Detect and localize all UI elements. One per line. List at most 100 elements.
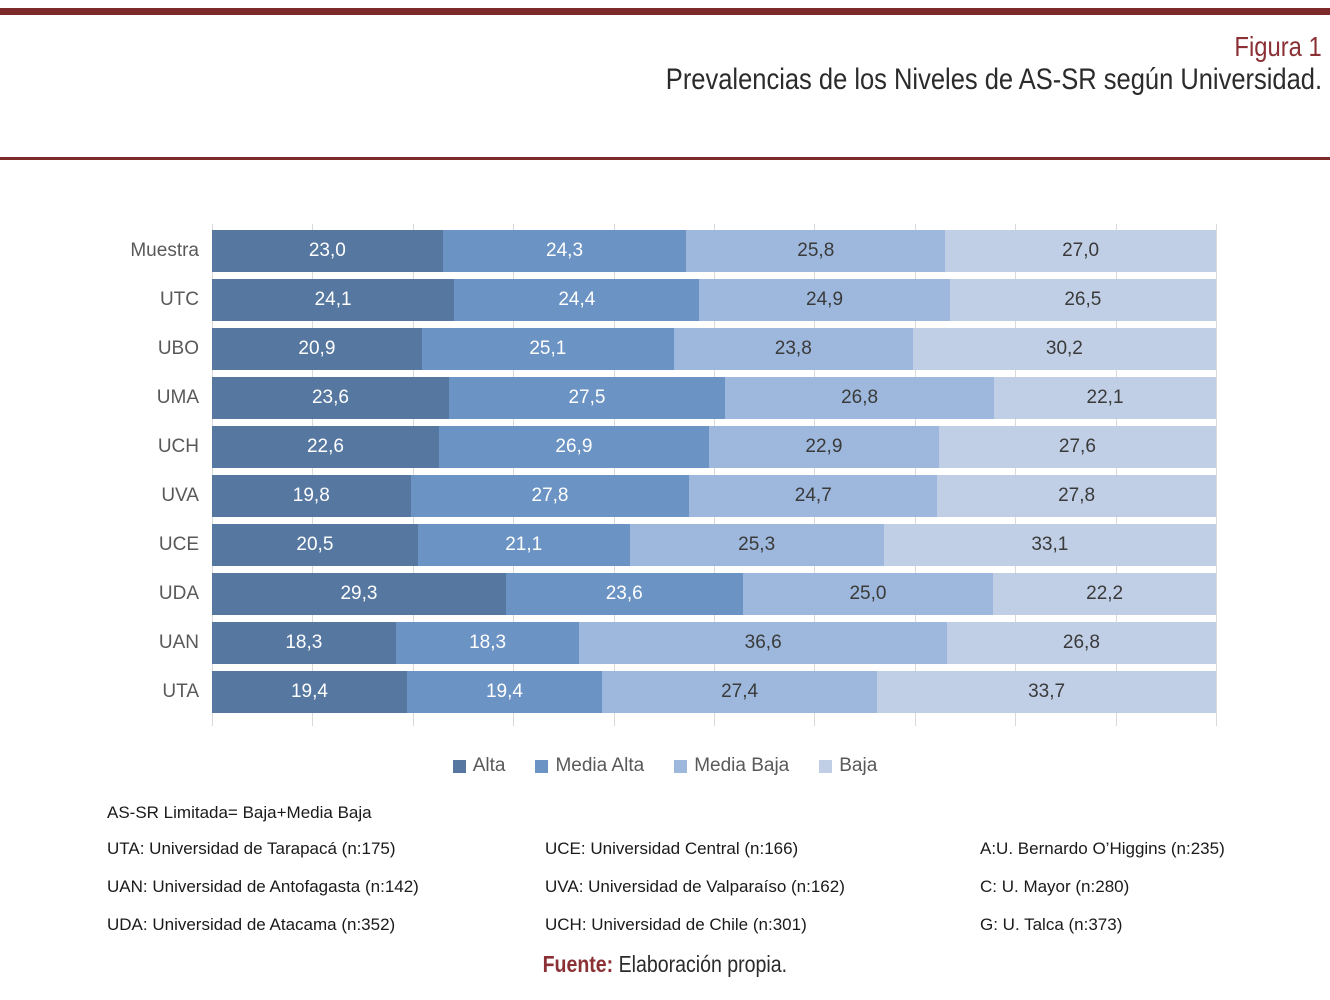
legend-label-media-alta: Media Alta bbox=[555, 755, 645, 776]
bar-track: 23,6 27,5 26,8 22,1 bbox=[212, 377, 1216, 419]
chart-row: Muestra 23,0 24,3 25,8 27,0 bbox=[95, 230, 1216, 272]
legend-item-media-baja: Media Baja bbox=[674, 755, 789, 777]
bar-segment-alta: 23,0 bbox=[212, 230, 443, 272]
legend-swatch-media-alta bbox=[535, 759, 549, 773]
category-label: UDA bbox=[158, 583, 199, 604]
bar-segment-media-baja: 24,7 bbox=[689, 475, 938, 517]
bar-segment-baja: 22,2 bbox=[993, 573, 1216, 615]
bar-segment-alta: 23,6 bbox=[212, 377, 449, 419]
bar-track: 19,4 19,4 27,4 33,7 bbox=[212, 671, 1216, 713]
category-label: UVA bbox=[161, 485, 199, 506]
footnote-ubo: A:U. Bernardo O’Higgins (n:235) bbox=[980, 839, 1225, 858]
footnotes: AS-SR Limitada= Baja+Media Baja UTA: Uni… bbox=[107, 803, 1310, 935]
chart-rows: Muestra 23,0 24,3 25,8 27,0 UTC 24,1 24,4 24,9 26… bbox=[95, 230, 1216, 713]
footnote-uta: UTA: Universidad de Tarapacá (n:175) bbox=[107, 839, 396, 858]
footnote-uda: UDA: Universidad de Atacama (n:352) bbox=[107, 915, 396, 934]
footnote-uch: UCH: Universidad de Chile (n:301) bbox=[545, 915, 807, 934]
bar-track: 19,8 27,8 24,7 27,8 bbox=[212, 475, 1216, 517]
source-text-wrap: Fuente: Elaboración propia. bbox=[543, 951, 787, 978]
legend-label-baja: Baja bbox=[839, 755, 878, 776]
chart-row: UTA 19,4 19,4 27,4 33,7 bbox=[95, 671, 1216, 713]
bar-segment-alta: 20,9 bbox=[212, 328, 422, 370]
footnote-uva: UVA: Universidad de Valparaíso (n:162) bbox=[545, 877, 845, 896]
bar-segment-alta: 20,5 bbox=[212, 524, 418, 566]
chart-row: UAN 18,3 18,3 36,6 26,8 bbox=[95, 622, 1216, 664]
bar-segment-media-alta: 19,4 bbox=[406, 671, 602, 713]
footnote-uan: UAN: Universidad de Antofagasta (n:142) bbox=[107, 877, 419, 896]
figure-title-text: Prevalencias de los Niveles de AS-SR seg… bbox=[665, 63, 1322, 96]
chart-row: UDA 29,3 23,6 25,0 22,2 bbox=[95, 573, 1216, 615]
bar-track: 24,1 24,4 24,9 26,5 bbox=[212, 279, 1216, 321]
bar-track: 20,9 25,1 23,8 30,2 bbox=[212, 328, 1216, 370]
chart-row: UBO 20,9 25,1 23,8 30,2 bbox=[95, 328, 1216, 370]
chart-legend: Alta Media Alta Media Baja Baja bbox=[0, 755, 1330, 777]
chart-row: UCH 22,6 26,9 22,9 27,6 bbox=[95, 426, 1216, 468]
legend-swatch-baja bbox=[819, 759, 833, 773]
legend-swatch-media-baja bbox=[674, 759, 688, 773]
bar-segment-media-alta: 23,6 bbox=[505, 573, 743, 615]
bar-segment-baja: 27,8 bbox=[937, 475, 1216, 517]
bar-segment-media-alta: 26,9 bbox=[438, 426, 709, 468]
footnote-uce: UCE: Universidad Central (n:166) bbox=[545, 839, 799, 858]
stacked-bar-chart: Muestra 23,0 24,3 25,8 27,0 UTC 24,1 24,4 24,9 26… bbox=[95, 224, 1217, 726]
bar-track: 23,0 24,3 25,8 27,0 bbox=[212, 230, 1216, 272]
footnote-formula: AS-SR Limitada= Baja+Media Baja bbox=[107, 803, 372, 822]
bar-segment-media-alta: 18,3 bbox=[395, 622, 580, 664]
footnote-utc: G: U. Talca (n:373) bbox=[980, 915, 1123, 934]
source-text: Elaboración propia. bbox=[618, 951, 788, 977]
bar-segment-media-alta: 27,8 bbox=[410, 475, 690, 517]
divider-rule bbox=[0, 157, 1330, 160]
legend-swatch-alta bbox=[452, 759, 466, 773]
chart-row: UCE 20,5 21,1 25,3 33,1 bbox=[95, 524, 1216, 566]
bar-segment-media-baja: 25,0 bbox=[742, 573, 994, 615]
footnote-grid: UTA: Universidad de Tarapacá (n:175) UCE… bbox=[107, 839, 1310, 935]
figure-label-text: Figura 1 bbox=[1234, 31, 1322, 62]
bar-segment-alta: 24,1 bbox=[212, 279, 455, 321]
bar-segment-baja: 26,5 bbox=[949, 279, 1216, 321]
bar-segment-media-alta: 24,4 bbox=[454, 279, 700, 321]
category-label: UBO bbox=[157, 338, 199, 359]
bar-segment-media-baja: 26,8 bbox=[725, 377, 995, 419]
bar-segment-media-baja: 27,4 bbox=[601, 671, 878, 713]
bar-segment-media-baja: 23,8 bbox=[673, 328, 913, 370]
bar-segment-media-alta: 25,1 bbox=[421, 328, 674, 370]
bar-segment-alta: 18,3 bbox=[212, 622, 396, 664]
figure-title: Prevalencias de los Niveles de AS-SR seg… bbox=[0, 63, 1322, 97]
bar-segment-baja: 33,7 bbox=[877, 671, 1216, 713]
bar-track: 20,5 21,1 25,3 33,1 bbox=[212, 524, 1216, 566]
top-accent-bar bbox=[0, 8, 1330, 15]
category-label: UTC bbox=[159, 289, 199, 310]
category-label: UCH bbox=[157, 436, 199, 457]
figure-page: Figura 1 Prevalencias de los Niveles de … bbox=[0, 8, 1330, 978]
bar-segment-alta: 22,6 bbox=[212, 426, 439, 468]
bar-track: 18,3 18,3 36,6 26,8 bbox=[212, 622, 1216, 664]
bar-segment-baja: 27,6 bbox=[938, 426, 1216, 468]
legend-item-baja: Baja bbox=[819, 755, 877, 777]
bar-segment-baja: 26,8 bbox=[946, 622, 1216, 664]
bar-segment-baja: 22,1 bbox=[994, 377, 1216, 419]
chart-row: UTC 24,1 24,4 24,9 26,5 bbox=[95, 279, 1216, 321]
bar-segment-baja: 30,2 bbox=[912, 328, 1216, 370]
category-label: UAN bbox=[158, 632, 199, 653]
bar-segment-alta: 19,4 bbox=[212, 671, 407, 713]
legend-item-media-alta: Media Alta bbox=[535, 755, 644, 777]
bar-segment-baja: 33,1 bbox=[883, 524, 1216, 566]
bar-segment-baja: 27,0 bbox=[945, 230, 1216, 272]
category-label: UCE bbox=[158, 534, 199, 555]
legend-item-alta: Alta bbox=[452, 755, 505, 777]
bar-segment-media-baja: 25,8 bbox=[686, 230, 946, 272]
bar-segment-alta: 29,3 bbox=[212, 573, 506, 615]
bar-segment-media-alta: 21,1 bbox=[417, 524, 630, 566]
legend-label-media-baja: Media Baja bbox=[694, 755, 790, 776]
source-label: Fuente: bbox=[542, 951, 614, 977]
bar-segment-media-alta: 24,3 bbox=[442, 230, 687, 272]
bar-segment-alta: 19,8 bbox=[212, 475, 411, 517]
source-line: Fuente: Elaboración propia. bbox=[0, 951, 1330, 978]
bar-track: 22,6 26,9 22,9 27,6 bbox=[212, 426, 1216, 468]
bar-segment-media-baja: 36,6 bbox=[579, 622, 947, 664]
figure-header: Figura 1 Prevalencias de los Niveles de … bbox=[0, 31, 1330, 97]
figure-label: Figura 1 bbox=[0, 31, 1322, 63]
bar-segment-media-baja: 25,3 bbox=[629, 524, 884, 566]
chart-row: UVA 19,8 27,8 24,7 27,8 bbox=[95, 475, 1216, 517]
chart-row: UMA 23,6 27,5 26,8 22,1 bbox=[95, 377, 1216, 419]
